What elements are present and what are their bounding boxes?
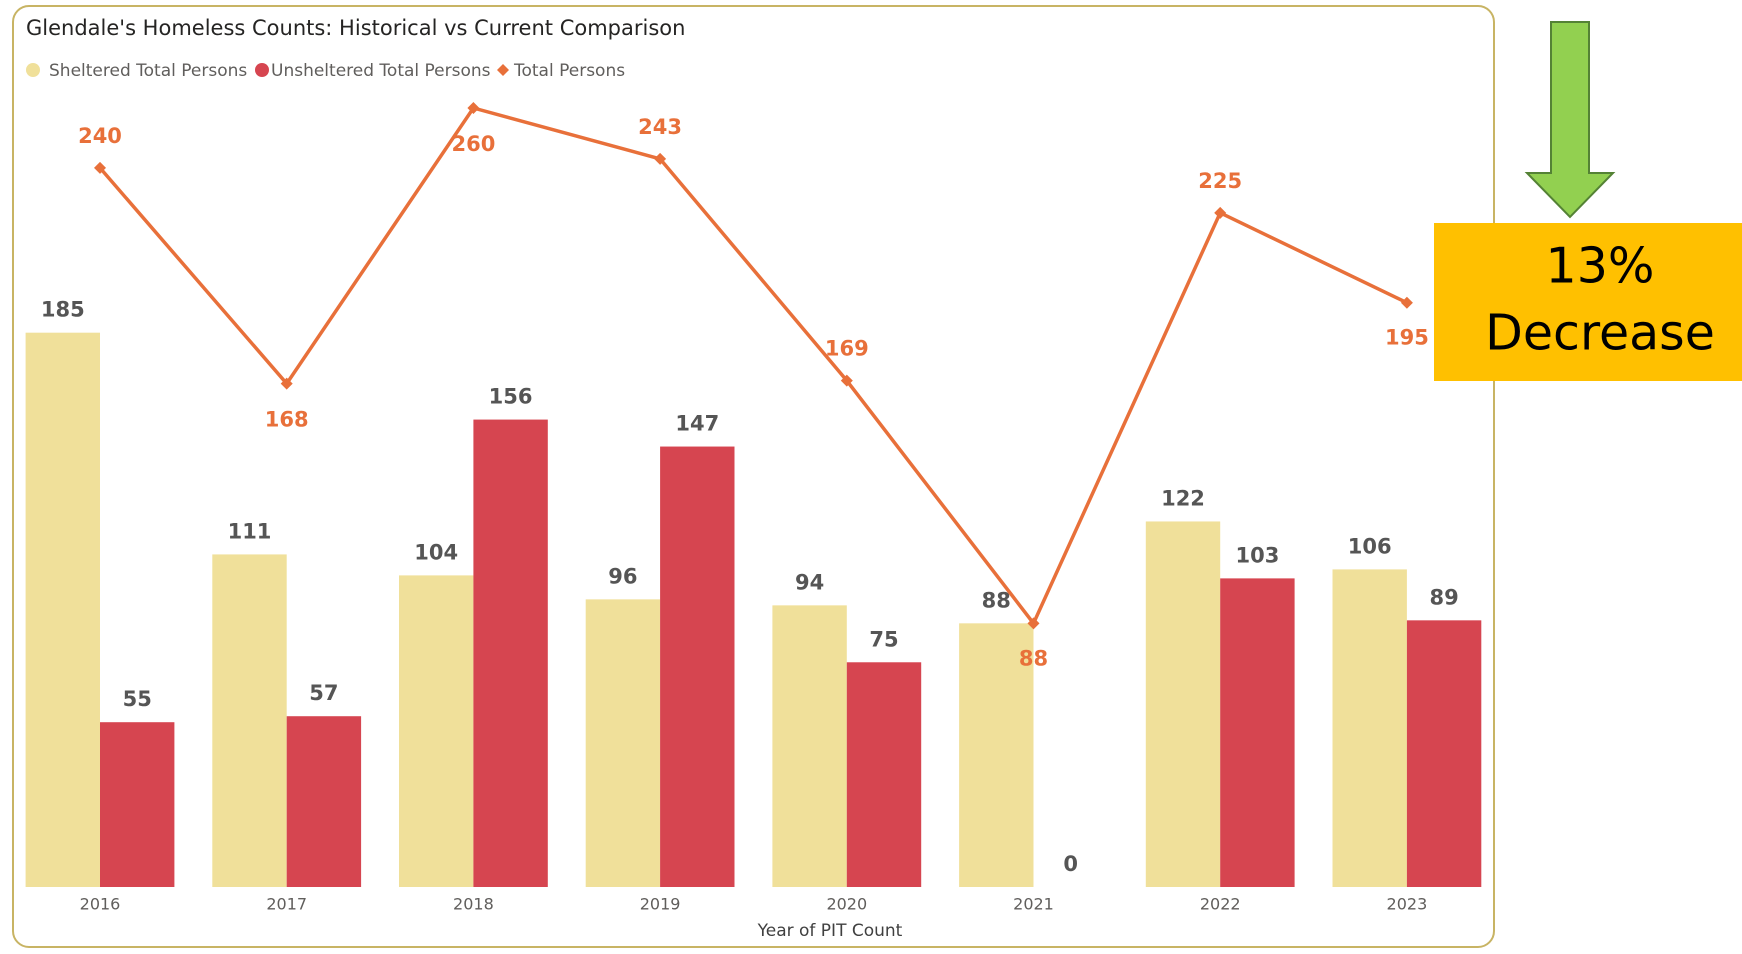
bar-label: 185 xyxy=(41,298,85,322)
line-marker xyxy=(280,377,293,390)
line-label: 225 xyxy=(1198,169,1242,193)
bar-label: 94 xyxy=(795,570,824,594)
bar-label: 88 xyxy=(982,588,1011,612)
chart-title: Glendale's Homeless Counts: Historical v… xyxy=(26,16,685,40)
bar-label: 89 xyxy=(1429,585,1458,609)
legend-marker xyxy=(26,63,40,77)
line-label: 195 xyxy=(1385,326,1429,350)
line-marker xyxy=(654,152,667,165)
line-label: 88 xyxy=(1019,646,1048,670)
bar xyxy=(772,605,847,887)
annotation-text: Decrease xyxy=(1485,305,1715,362)
line-label: 169 xyxy=(825,337,869,361)
bar-label: 156 xyxy=(489,385,533,409)
line-label: 243 xyxy=(638,115,682,139)
x-tick-label: 2020 xyxy=(826,895,867,914)
annotation-box xyxy=(1434,223,1742,381)
line-label: 260 xyxy=(451,132,495,156)
bar-label: 0 xyxy=(1063,852,1078,876)
x-tick-label: 2019 xyxy=(640,895,681,914)
legend-label: Sheltered Total Persons xyxy=(49,61,247,81)
bar-label: 122 xyxy=(1161,486,1205,510)
x-axis-label: Year of PIT Count xyxy=(757,921,903,941)
bar xyxy=(1332,569,1407,887)
x-tick-label: 2016 xyxy=(80,895,121,914)
line-marker xyxy=(467,101,480,114)
line-marker xyxy=(1214,206,1227,219)
bar xyxy=(660,446,735,887)
annotation-text: 13% xyxy=(1546,238,1655,295)
bar-label: 147 xyxy=(675,412,719,436)
bar-label: 104 xyxy=(414,540,458,564)
line-marker xyxy=(1400,296,1413,309)
line-marker xyxy=(94,161,106,174)
x-tick-label: 2018 xyxy=(453,895,494,914)
line-label: 240 xyxy=(78,124,122,148)
x-tick-label: 2023 xyxy=(1387,895,1428,914)
bar xyxy=(100,722,175,887)
bar-label: 75 xyxy=(869,627,898,651)
bar xyxy=(959,623,1034,887)
bar-label: 111 xyxy=(228,519,272,543)
bar xyxy=(846,662,922,887)
bar-label: 103 xyxy=(1235,543,1279,567)
bar xyxy=(399,575,474,887)
line-label: 168 xyxy=(265,408,309,432)
bar xyxy=(1406,620,1482,887)
x-tick-label: 2021 xyxy=(1013,895,1054,914)
legend-label: Total Persons xyxy=(513,61,625,81)
bar-label: 96 xyxy=(608,564,637,588)
bar xyxy=(1145,521,1221,887)
bar xyxy=(212,554,287,887)
bar-label: 57 xyxy=(309,681,338,705)
legend-marker xyxy=(255,63,269,77)
line-marker xyxy=(840,374,853,387)
x-tick-label: 2017 xyxy=(266,895,307,914)
bar xyxy=(473,419,548,887)
bar-label: 106 xyxy=(1348,534,1392,558)
bar-label: 55 xyxy=(123,687,152,711)
bar xyxy=(25,332,101,887)
line xyxy=(98,105,1408,627)
legend-marker xyxy=(497,64,509,76)
bar xyxy=(1220,578,1295,887)
bar xyxy=(286,716,362,887)
bar xyxy=(585,599,661,887)
line-marker xyxy=(1027,617,1040,630)
legend-label: Unsheltered Total Persons xyxy=(271,61,491,81)
x-tick-label: 2022 xyxy=(1200,895,1241,914)
arrow xyxy=(1524,21,1616,219)
